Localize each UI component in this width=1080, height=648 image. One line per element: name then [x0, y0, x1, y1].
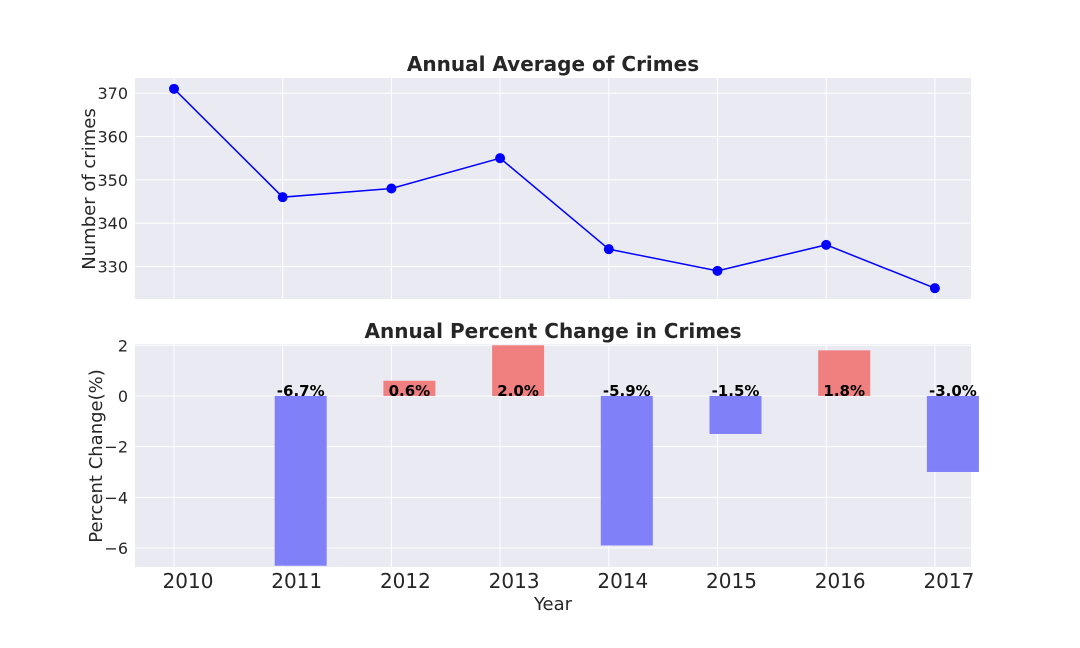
bar-chart-x-tick-label: 2010	[163, 569, 214, 593]
bar-chart-y-tick-label: −6	[104, 539, 128, 558]
bar-chart-x-tick-label: 2012	[380, 569, 431, 593]
crimes-data-point	[821, 239, 832, 250]
crimes-series-line	[173, 88, 936, 289]
crimes-data-point	[386, 183, 397, 194]
crimes-data-point	[929, 283, 940, 294]
bar-chart-x-tick-label: 2015	[706, 569, 757, 593]
line-chart-y-tick-label: 370	[97, 84, 128, 103]
bar-chart-x-ticks: 2010 2011 2012 2013 2014 2015 2016 2017	[163, 569, 975, 593]
line-chart-y-tick-label: 330	[97, 258, 128, 277]
percent-change-bar	[818, 350, 871, 396]
crimes-data-point	[495, 153, 506, 164]
percent-change-data-labels: -6.7% 0.6% 2.0% -5.9% -1.5% 1.8% -3.0%	[277, 382, 977, 400]
line-chart-plot-area	[135, 78, 971, 299]
percent-change-bar	[600, 395, 653, 546]
percent-change-data-label: -5.9%	[603, 382, 651, 400]
percent-change-data-label: 2.0%	[497, 382, 539, 400]
percent-change-data-label: -3.0%	[929, 382, 977, 400]
line-chart-y-tick-label: 350	[97, 171, 128, 190]
line-chart-y-tick-label: 340	[97, 214, 128, 233]
percent-change-data-label: -6.7%	[277, 382, 325, 400]
bar-chart-x-tick-label: 2014	[597, 569, 648, 593]
bar-chart-x-axis-label: Year	[533, 594, 573, 615]
percent-change-data-label: 0.6%	[389, 382, 431, 400]
percent-change-bar	[383, 380, 436, 396]
bar-chart-y-tick-label: −4	[104, 488, 128, 507]
bar-chart-title: Annual Percent Change in Crimes	[364, 319, 741, 343]
bar-chart-y-axis-label: Percent Change(%)	[86, 369, 107, 543]
crimes-data-point	[169, 83, 179, 94]
bar-chart-y-tick-label: −2	[104, 438, 128, 457]
crimes-data-point	[712, 265, 723, 276]
bar-chart-y-tick-label: 0	[118, 387, 128, 406]
bar-chart-panel: Annual Percent Change in Crimes Percent …	[86, 319, 979, 615]
bar-chart-x-tick-label: 2011	[271, 569, 322, 593]
crimes-data-point	[277, 192, 288, 203]
percent-change-bar	[926, 395, 979, 472]
line-chart-title: Annual Average of Crimes	[407, 52, 699, 76]
percent-change-bar	[274, 395, 327, 566]
line-chart-panel: Annual Average of Crimes Number of crime…	[79, 52, 971, 299]
crimes-series-points	[169, 83, 940, 294]
bar-chart-grid	[135, 344, 971, 567]
percent-change-data-label: 1.8%	[823, 382, 865, 400]
bar-chart-y-tick-label: 2	[118, 336, 128, 355]
crimes-data-point	[603, 244, 614, 255]
bar-chart-y-ticks: −6 −4 −2 0 2	[104, 336, 128, 558]
percent-change-bars	[274, 345, 979, 566]
line-chart-y-axis-label: Number of crimes	[79, 108, 100, 269]
bar-chart-x-tick-label: 2016	[815, 569, 866, 593]
bar-chart-x-tick-label: 2013	[489, 569, 540, 593]
percent-change-bar	[492, 345, 545, 396]
line-chart-grid	[135, 78, 971, 299]
bar-chart-x-tick-label: 2017	[923, 569, 974, 593]
percent-change-bar	[709, 395, 762, 434]
line-chart-y-tick-label: 360	[97, 128, 128, 147]
line-chart-y-ticks: 330 340 350 360 370	[97, 84, 128, 276]
percent-change-data-label: -1.5%	[712, 382, 760, 400]
